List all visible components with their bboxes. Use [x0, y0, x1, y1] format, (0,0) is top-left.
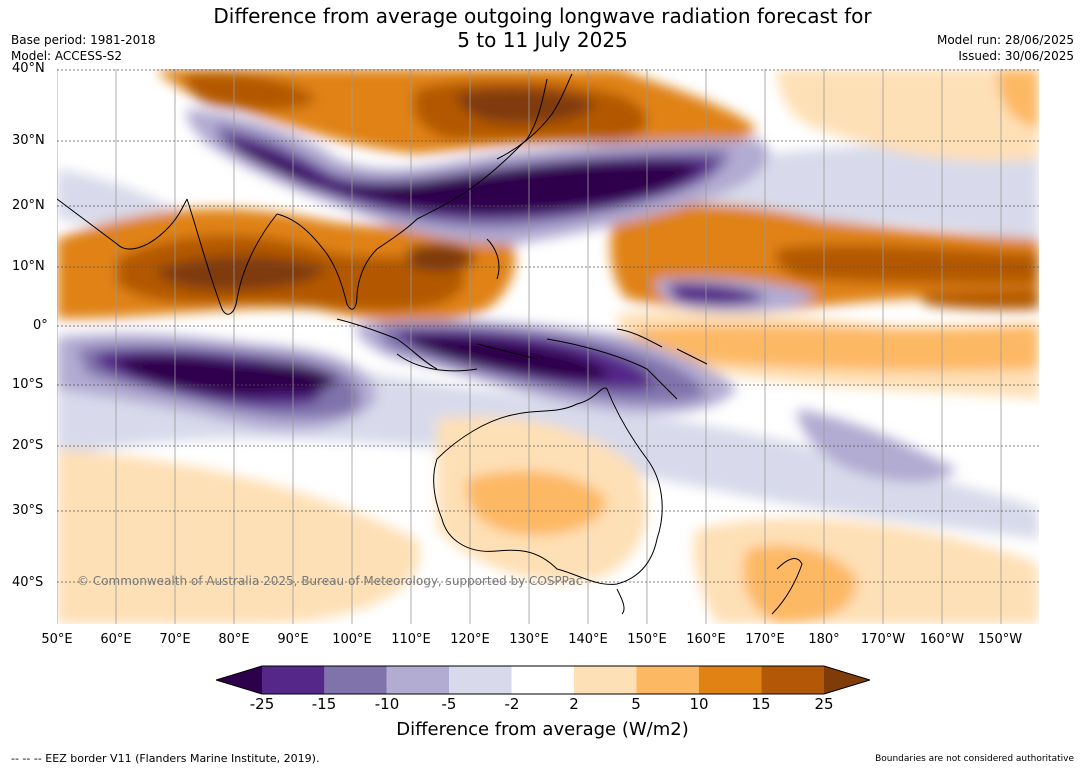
lon-label-50e: 50°E [41, 632, 73, 647]
lon-label-180: 180° [808, 632, 840, 647]
issued-date: Issued: 30/06/2025 [958, 49, 1074, 63]
meta-left: Base period: 1981-2018 Model: ACCESS-S2 [11, 32, 156, 64]
lon-label-160w: 160°W [919, 632, 965, 647]
colorbar-tick: 2 [569, 695, 579, 713]
meta-right: Model run: 28/06/2025 Issued: 30/06/2025 [937, 32, 1074, 64]
lon-label-160e: 160°E [686, 632, 726, 647]
base-period: Base period: 1981-2018 [11, 33, 156, 47]
boundary-disclaimer: Boundaries are not considered authoritat… [875, 754, 1074, 764]
lon-label-80e: 80°E [218, 632, 250, 647]
colorbar-segment-8 [698, 666, 762, 694]
lon-label-170e: 170°E [745, 632, 785, 647]
title-line-1: Difference from average outgoing longwav… [213, 4, 872, 28]
model-name: Model: ACCESS-S2 [11, 49, 123, 63]
colorbar-segment-4 [449, 666, 512, 694]
lat-label-40s: 40°S [12, 575, 44, 590]
lat-label-30n: 30°N [12, 133, 45, 148]
lat-label-0: 0° [33, 318, 48, 333]
anomaly-map-canvas [57, 69, 1039, 624]
lat-label-30s: 30°S [12, 503, 44, 518]
eez-border-note: -- -- -- EEZ border V11 (Flanders Marine… [11, 752, 320, 765]
lon-label-150w: 150°W [977, 632, 1023, 647]
lon-label-70e: 70°E [159, 632, 191, 647]
colorbar-segment-5 [511, 666, 574, 694]
colorbar-under-arrow [216, 666, 262, 694]
title-line-2: 5 to 11 July 2025 [457, 28, 628, 52]
lon-label-130e: 130°E [509, 632, 549, 647]
lon-label-170w: 170°W [860, 632, 906, 647]
colorbar-segment-9 [761, 666, 824, 694]
lat-label-40n: 40°N [12, 61, 45, 76]
colorbar-tick: -2 [504, 695, 520, 713]
colorbar [216, 665, 870, 695]
lat-label-10s: 10°S [12, 377, 44, 392]
colorbar-tick: 25 [814, 695, 834, 713]
colorbar-over-arrow [824, 666, 870, 694]
colorbar-tick: -15 [311, 695, 337, 713]
colorbar-tick: 10 [689, 695, 709, 713]
colorbar-tick: 5 [631, 695, 641, 713]
colorbar-segment-1 [262, 666, 325, 694]
lon-label-140e: 140°E [568, 632, 608, 647]
colorbar-segment-2 [324, 666, 387, 694]
model-run: Model run: 28/06/2025 [936, 33, 1074, 47]
lon-label-110e: 110°E [391, 632, 431, 647]
colorbar-segment-7 [636, 666, 699, 694]
colorbar-tick: 15 [751, 695, 771, 713]
colorbar-tick: -25 [249, 695, 275, 713]
anomaly-map [57, 69, 1039, 624]
colorbar-tick: -10 [374, 695, 400, 713]
lon-label-150e: 150°E [627, 632, 667, 647]
coastlines [57, 73, 803, 615]
lon-label-90e: 90°E [277, 632, 309, 647]
lat-label-10n: 10°N [12, 259, 45, 274]
lon-label-60e: 60°E [100, 632, 132, 647]
copyright-notice: © Commonwealth of Australia 2025, Bureau… [77, 574, 583, 588]
lat-label-20s: 20°S [12, 438, 44, 453]
map-title: Difference from average outgoing longwav… [0, 4, 1085, 52]
lon-label-120e: 120°E [450, 632, 490, 647]
lon-label-100e: 100°E [332, 632, 372, 647]
lat-label-20n: 20°N [12, 198, 45, 213]
colorbar-segment-3 [386, 666, 450, 694]
graticule [57, 69, 1002, 624]
colorbar-segment-6 [574, 666, 637, 694]
colorbar-tick: -5 [441, 695, 457, 713]
colorbar-label: Difference from average (W/m2) [396, 719, 689, 740]
